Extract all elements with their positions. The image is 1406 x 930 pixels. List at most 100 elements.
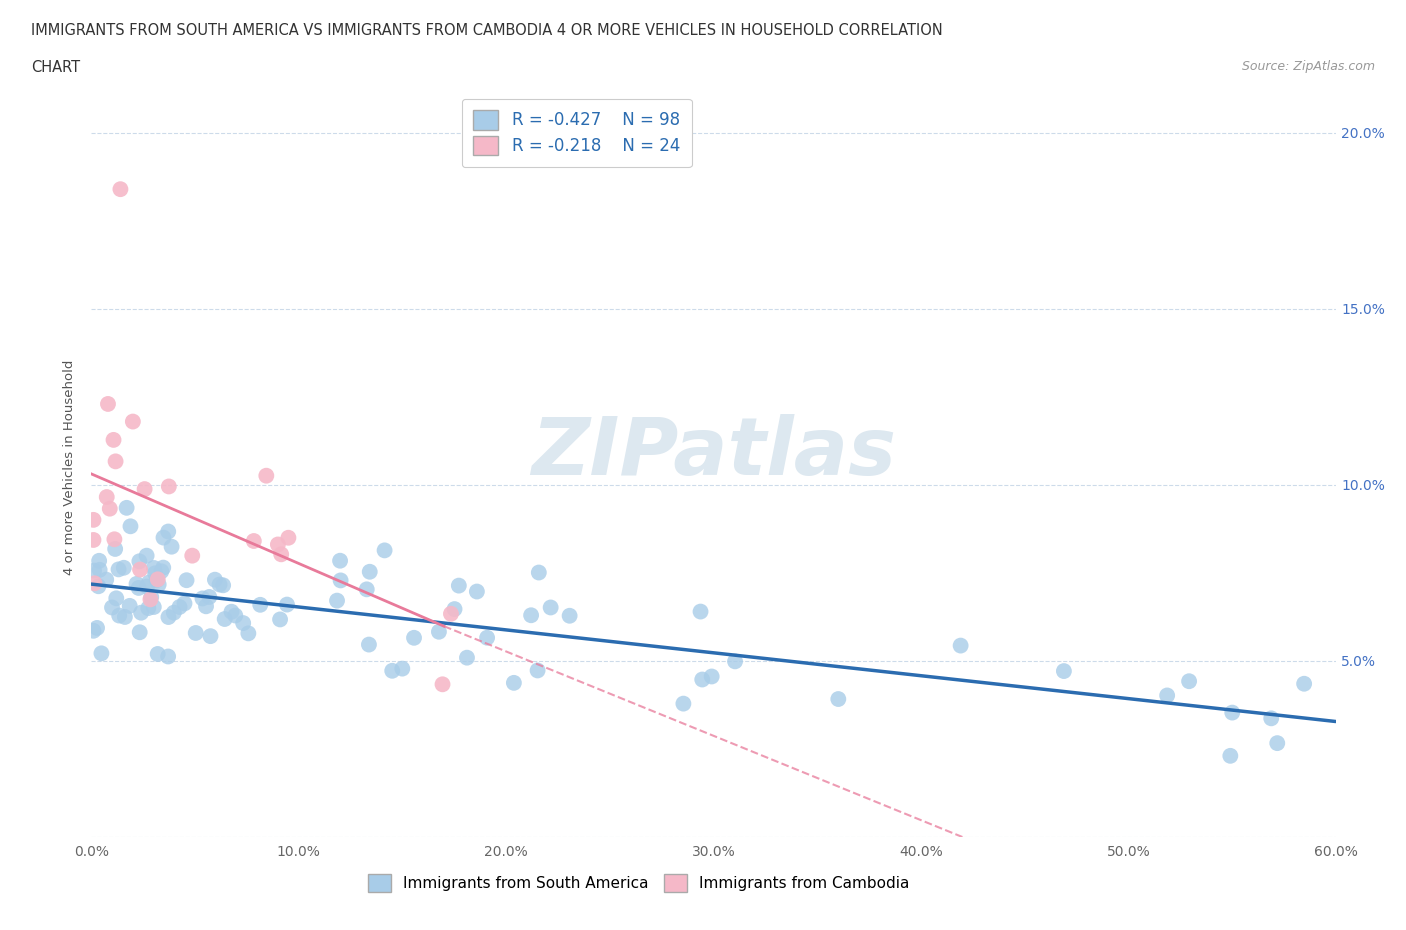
Point [101,600,124,615]
Point [374,543,396,558]
Point [1178,673,1201,688]
Point [129,605,152,620]
Point [108,608,131,623]
Point [142,600,165,615]
Point [221,604,243,619]
Point [672,697,695,711]
Point [90,646,112,661]
Point [118,598,141,613]
Point [136,579,159,594]
Point [402,631,425,645]
Point [232,616,254,631]
Point [98,501,121,516]
Text: CHART: CHART [31,60,80,75]
Point [1156,688,1178,703]
Point [198,590,221,604]
Point [134,482,156,497]
Point [115,500,138,515]
Point [141,590,163,604]
Point [143,565,166,580]
Point [128,625,150,640]
Point [160,539,183,554]
Point [125,577,148,591]
Point [269,612,291,627]
Point [96,572,118,587]
Point [136,601,159,616]
Point [527,565,550,580]
Point [163,605,186,620]
Point [558,608,581,623]
Point [329,573,352,588]
Point [204,572,226,587]
Point [270,547,292,562]
Point [152,530,174,545]
Point [103,532,125,547]
Point [1053,664,1076,679]
Point [120,519,142,534]
Point [249,597,271,612]
Point [700,669,723,684]
Point [114,609,136,624]
Point [89,553,111,568]
Text: IMMIGRANTS FROM SOUTH AMERICA VS IMMIGRANTS FROM CAMBODIA 4 OR MORE VEHICLES IN : IMMIGRANTS FROM SOUTH AMERICA VS IMMIGRA… [31,23,942,38]
Point [526,663,548,678]
Point [157,479,180,494]
Point [157,525,180,539]
Point [456,650,478,665]
Point [724,654,747,669]
Point [1220,705,1243,720]
Text: Source: ZipAtlas.com: Source: ZipAtlas.com [1241,60,1375,73]
Point [1294,676,1316,691]
Point [97,396,120,411]
Point [276,597,298,612]
Point [359,565,381,579]
Point [128,554,150,569]
Point [827,692,849,707]
Point [254,469,277,484]
Point [520,608,543,623]
Point [432,677,454,692]
Point [1219,749,1241,764]
Point [173,596,195,611]
Point [82,533,104,548]
Y-axis label: 4 or more Vehicles in Household: 4 or more Vehicles in Household [63,360,76,575]
Point [1260,711,1282,725]
Point [129,562,152,577]
Text: ZIPatlas: ZIPatlas [531,414,896,492]
Point [184,626,207,641]
Point [475,631,498,645]
Point [89,563,111,578]
Point [243,534,266,549]
Point [267,537,290,551]
Point [502,675,524,690]
Point [87,578,110,593]
Point [96,489,118,504]
Point [150,564,173,578]
Point [176,573,198,588]
Point [103,432,125,447]
Point [447,578,470,593]
Point [83,576,105,591]
Point [427,624,450,639]
Point [152,560,174,575]
Point [157,649,180,664]
Point [169,600,191,615]
Point [326,593,349,608]
Point [949,638,972,653]
Point [110,181,132,196]
Point [443,602,465,617]
Point [112,561,135,576]
Point [689,604,711,619]
Point [82,623,104,638]
Point [83,564,105,578]
Point [356,582,378,597]
Point [82,512,104,527]
Point [277,530,299,545]
Point [139,591,162,606]
Point [104,541,127,556]
Point [142,561,165,576]
Point [208,577,231,591]
Point [329,553,352,568]
Point [135,548,157,563]
Point [238,626,260,641]
